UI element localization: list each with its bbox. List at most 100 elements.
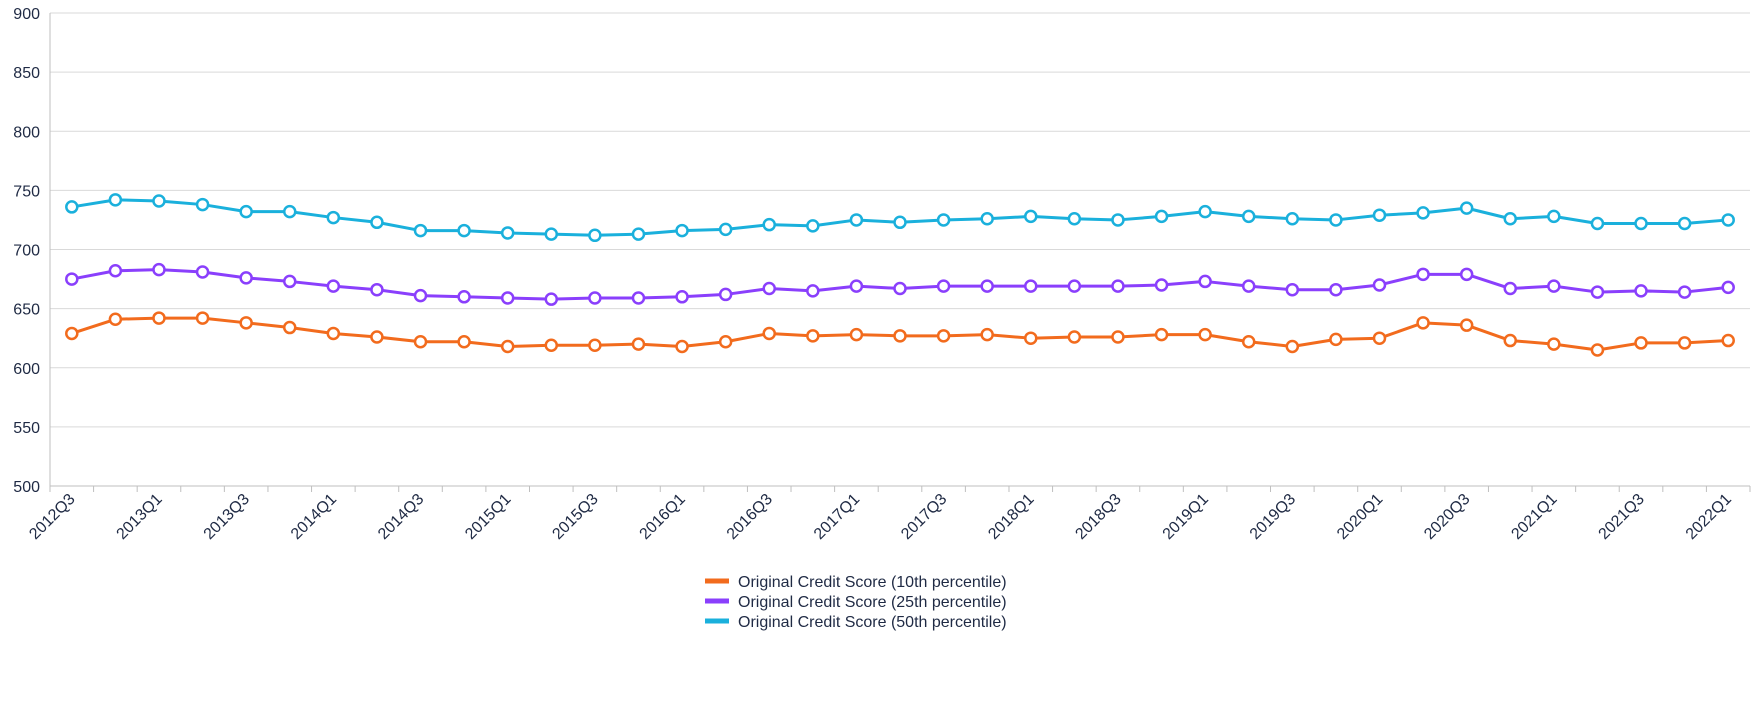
data-point [370,282,384,297]
data-point [718,222,733,237]
gridlines [50,12,1750,428]
data-point [195,197,210,212]
x-tick-label: 2017Q1 [811,491,863,543]
data-point [65,326,79,341]
data-point [1547,337,1561,351]
data-point [326,279,341,293]
data-point [1590,285,1605,299]
data-point [806,329,820,343]
data-point [1634,216,1648,231]
data-point [1067,212,1082,226]
data-point [1024,209,1038,224]
data-point [65,200,79,214]
legend-label: Original Credit Score (10th percentile) [738,574,1007,591]
y-tick-label: 800 [13,124,40,141]
data-point [500,291,515,305]
data-point [762,326,776,341]
data-point [1198,274,1212,289]
data-point [893,281,907,296]
data-point [1241,334,1256,349]
data-point [1024,279,1038,293]
data-point [762,281,776,296]
data-point [1241,209,1256,224]
y-tick-label: 500 [13,479,40,496]
data-point [849,213,864,227]
data-point [108,264,123,278]
data-point [936,279,951,293]
data-point [1503,333,1518,348]
data-point [631,337,646,351]
data-point [893,215,907,230]
x-tick-label: 2017Q3 [898,491,950,543]
data-point [1111,330,1125,344]
data-point [1372,208,1387,222]
data-point [718,334,733,349]
data-point [1677,285,1692,299]
data-point [544,338,559,353]
data-point [239,271,253,285]
x-tick-label: 2016Q3 [724,491,776,543]
data-point [675,290,689,304]
y-tick-label: 700 [13,243,40,260]
x-tick-label: 2015Q3 [549,491,601,543]
data-point [1285,282,1300,297]
data-point [1547,279,1561,293]
x-tick-label: 2020Q1 [1334,491,1386,543]
y-tick-label: 750 [13,183,40,200]
data-point [806,284,820,298]
data-point [152,311,166,325]
x-tick-label: 2012Q3 [26,491,78,543]
data-point [980,212,994,226]
data-point [1416,206,1430,220]
data-point [675,223,689,238]
x-tick-label: 2019Q1 [1160,491,1212,543]
data-point [282,204,297,219]
y-tick-label: 650 [13,302,40,319]
data-point [239,204,253,219]
data-point [239,316,253,330]
data-point [152,194,166,208]
data-point [544,292,559,306]
data-point [1067,330,1082,344]
data-point [1154,278,1169,292]
data-point [936,213,951,227]
data-point [762,217,776,232]
data-point [675,339,689,354]
data-point [370,330,384,344]
data-point [1111,213,1125,227]
data-point [1416,316,1430,330]
x-tick-label: 2021Q1 [1508,491,1560,543]
data-point [65,272,79,286]
data-point [108,312,123,327]
x-tick-label: 2013Q3 [201,491,253,543]
legend-label: Original Credit Score (25th percentile) [738,594,1007,611]
data-point [1154,209,1169,224]
data-point [326,210,341,225]
data-point [1721,280,1735,295]
data-point [1547,209,1561,224]
data-point [588,228,602,243]
data-point [1285,339,1300,354]
data-point [980,327,994,342]
data-point [631,291,646,305]
data-point [1329,282,1343,297]
data-point [1372,278,1387,292]
data-point [1241,279,1256,293]
data-point [806,219,820,233]
y-tick-label: 600 [13,361,40,378]
data-point [1459,267,1474,282]
x-tick-label: 2018Q3 [1072,491,1124,543]
x-tick-label: 2019Q3 [1247,491,1299,543]
data-point [1154,327,1169,342]
data-point [457,223,471,238]
data-point [195,311,210,325]
y-tick-label: 900 [13,6,40,23]
x-tick-label: 2022Q1 [1683,491,1735,543]
data-point [1285,212,1300,226]
data-point [1416,267,1430,282]
data-point [1721,333,1735,348]
data-point [718,287,733,302]
data-point [1634,284,1648,298]
data-point [936,329,951,343]
